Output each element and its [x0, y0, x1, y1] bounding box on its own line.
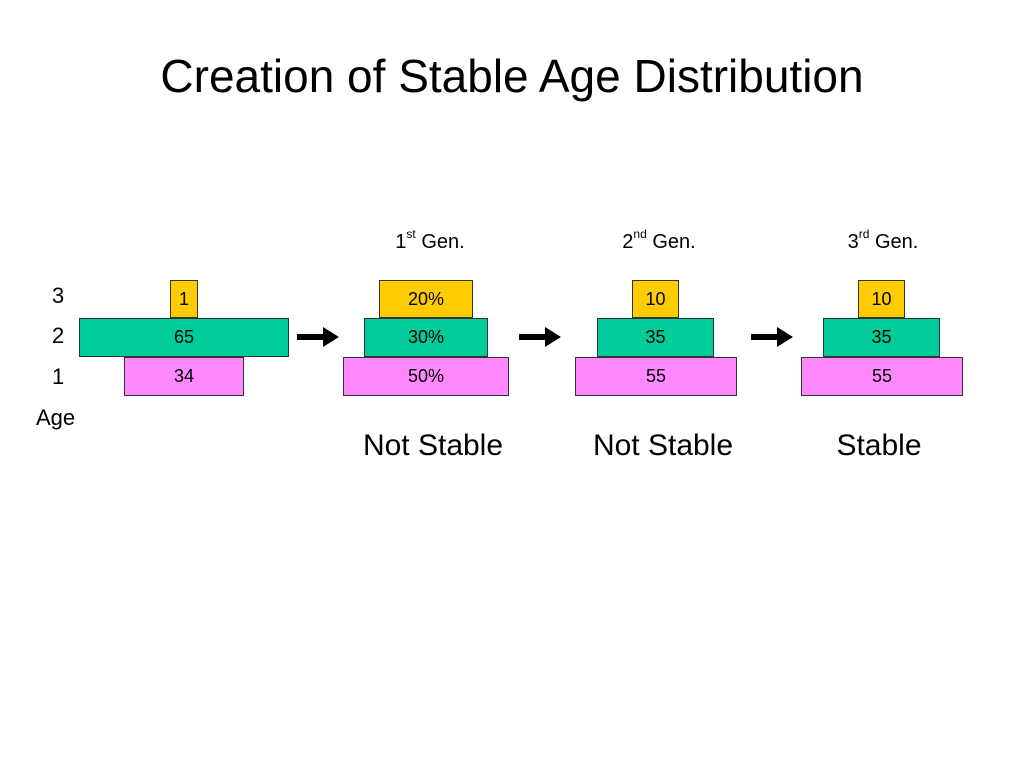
- bar-value: 35: [645, 327, 666, 347]
- right-arrow-icon: [519, 327, 561, 347]
- bar-value: 55: [645, 366, 667, 386]
- ordinal-suffix: rd: [858, 227, 870, 242]
- generation-text: Gen.: [869, 231, 919, 253]
- age-level-1: 1: [52, 364, 65, 389]
- bar-value: 10: [645, 288, 666, 309]
- status-label: Stable: [836, 429, 922, 462]
- age-axis-label: Age: [36, 405, 76, 430]
- bar-value: 65: [173, 327, 195, 347]
- age2-bar: 35: [823, 318, 940, 357]
- age3-bar: 1: [170, 280, 198, 318]
- status-label: Not Stable: [362, 429, 504, 462]
- ordinal-suffix: st: [406, 227, 416, 242]
- age1-bar: 55: [801, 357, 963, 396]
- generation-number: 2: [622, 231, 634, 253]
- page-title: Creation of Stable Age Distribution: [160, 50, 864, 102]
- generation-text: Gen.: [415, 231, 465, 253]
- age2-bar: 35: [597, 318, 714, 357]
- age1-bar: 34: [124, 357, 244, 396]
- generation-text: Gen.: [646, 231, 696, 253]
- age2-bar: 30%: [364, 318, 488, 357]
- bar-value: 30%: [407, 327, 445, 347]
- status-label: Not Stable: [592, 429, 734, 462]
- bar-value: 1: [178, 288, 189, 309]
- age1-bar: 50%: [343, 357, 509, 396]
- generation-number: 3: [847, 231, 859, 253]
- ordinal-suffix: nd: [633, 227, 647, 242]
- right-arrow-icon: [751, 327, 793, 347]
- age3-bar: 10: [632, 280, 679, 318]
- bar-value: 10: [871, 288, 892, 309]
- age2-bar: 65: [79, 318, 289, 357]
- generation-label-3: 3rd Gen.: [823, 227, 943, 254]
- bar-value: 34: [173, 366, 195, 386]
- bar-value: 35: [871, 327, 892, 347]
- bar-value: 55: [871, 366, 893, 386]
- age-level-3: 3: [52, 283, 65, 308]
- generation-number: 1: [395, 231, 407, 253]
- age3-bar: 20%: [379, 280, 473, 318]
- age-level-2: 2: [52, 323, 65, 348]
- bar-value: 20%: [407, 288, 445, 309]
- generation-label-2: 2nd Gen.: [599, 227, 719, 254]
- age3-bar: 10: [858, 280, 905, 318]
- bar-value: 50%: [407, 366, 445, 386]
- generation-label-1: 1st Gen.: [370, 227, 490, 254]
- right-arrow-icon: [297, 327, 339, 347]
- age1-bar: 55: [575, 357, 737, 396]
